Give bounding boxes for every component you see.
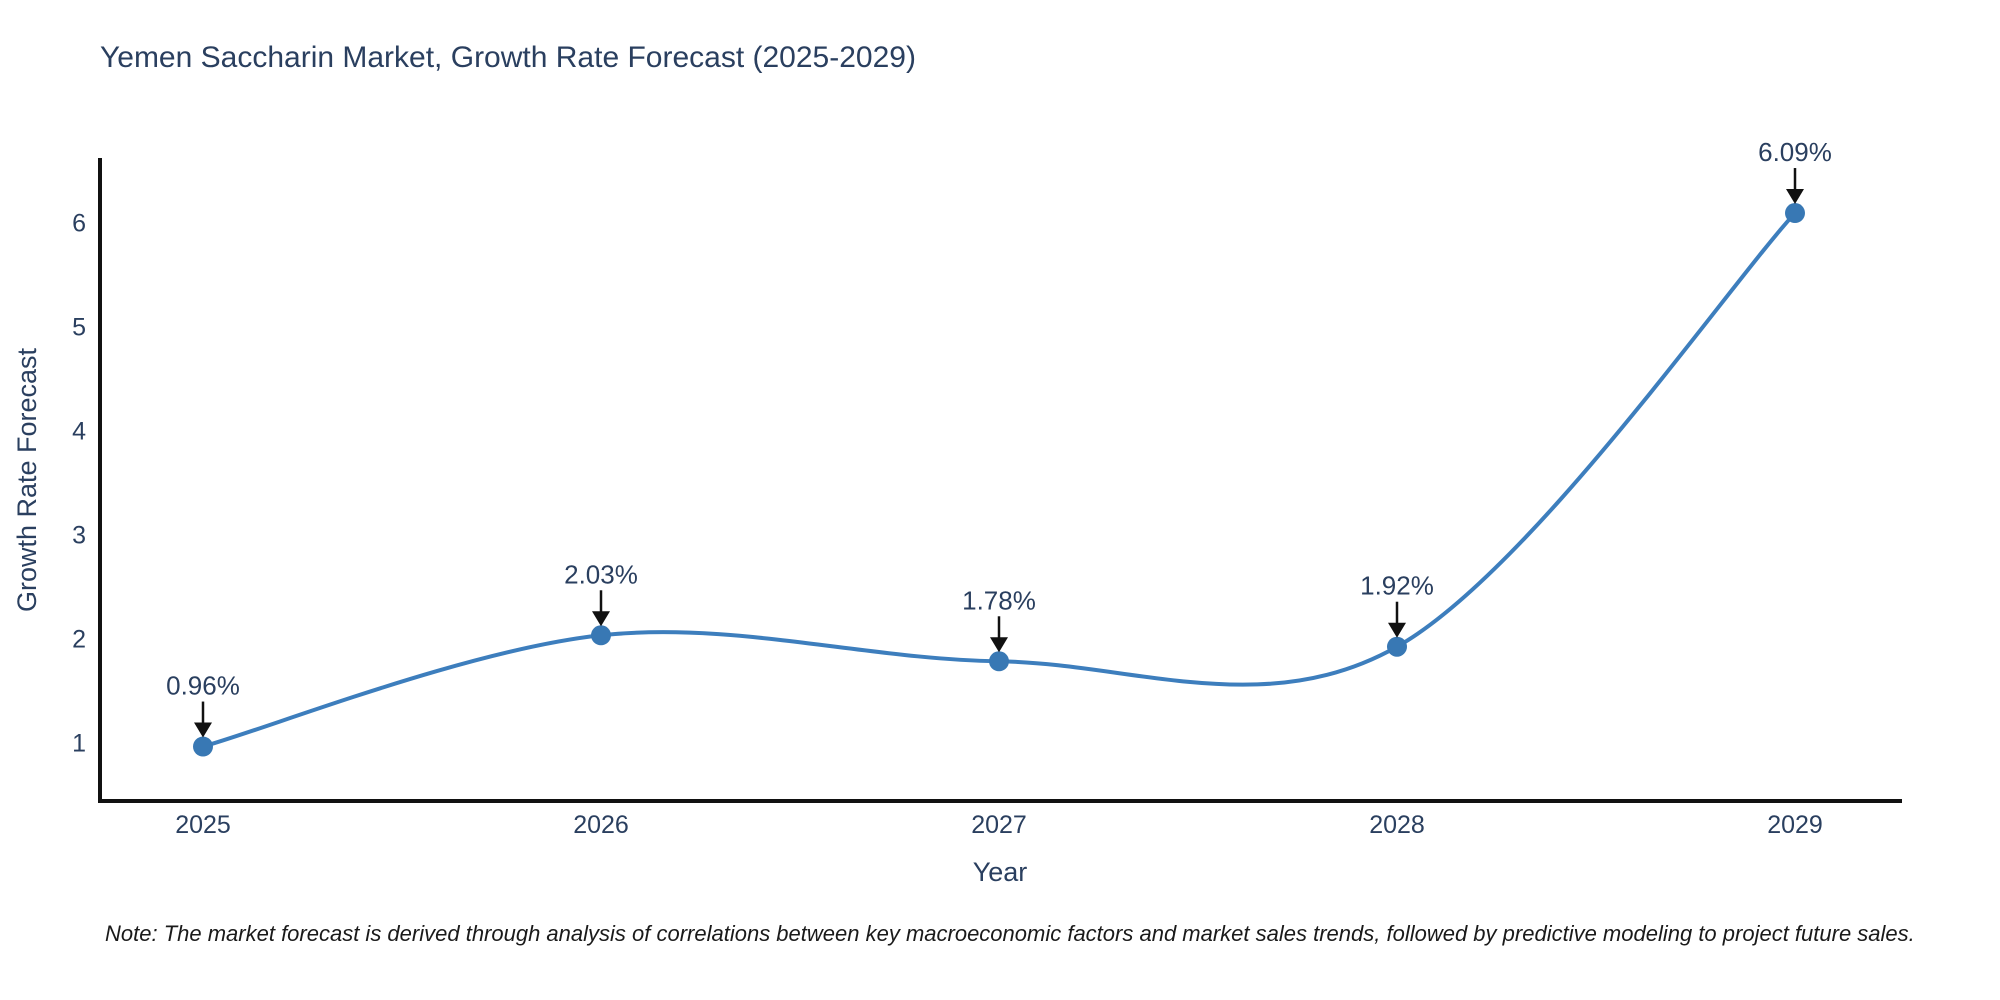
axis-frame [98, 158, 1902, 803]
data-point-marker [1387, 636, 1407, 657]
point-annotation-label: 0.96% [166, 671, 240, 701]
annotations-group: 0.96% 2.03% 1.78% 1.92% 6.09% [166, 137, 1832, 738]
footnote: Note: The market forecast is derived thr… [105, 921, 1915, 946]
y-axis-title: Growth Rate Forecast [12, 347, 42, 612]
chart-title: Yemen Saccharin Market, Growth Rate Fore… [100, 41, 916, 74]
y-tick-labels: 1 2 3 4 5 6 [72, 209, 86, 757]
point-annotation-label: 1.78% [962, 585, 1036, 615]
series-line [201, 211, 1797, 749]
x-tick-labels: 2025 2026 2027 2028 2029 [175, 811, 1823, 839]
data-point-marker [193, 736, 213, 757]
point-annotation: 6.09% [1758, 137, 1832, 205]
x-tick-label: 2025 [175, 811, 231, 839]
annotation-arrow-head [194, 722, 212, 738]
x-axis-title: Year [973, 857, 1028, 887]
point-annotation: 2.03% [564, 559, 638, 627]
y-tick-label: 2 [72, 625, 86, 653]
y-tick-label: 1 [72, 729, 86, 757]
point-annotation-label: 6.09% [1758, 137, 1832, 167]
x-tick-label: 2026 [573, 811, 629, 839]
x-tick-label: 2029 [1767, 811, 1823, 839]
point-annotation: 0.96% [166, 671, 240, 738]
annotation-arrow-head [1388, 622, 1406, 638]
point-annotation-label: 1.92% [1360, 571, 1434, 601]
y-tick-label: 4 [72, 417, 86, 445]
series-line-group [201, 211, 1797, 749]
data-point-marker [591, 625, 611, 646]
y-tick-label: 6 [72, 209, 86, 237]
markers-group [193, 203, 1805, 757]
annotation-arrow-head [990, 637, 1008, 653]
point-annotation: 1.78% [962, 585, 1036, 653]
point-annotation-label: 2.03% [564, 559, 638, 589]
y-tick-label: 5 [72, 313, 86, 341]
x-tick-label: 2027 [971, 811, 1027, 839]
x-tick-label: 2028 [1369, 811, 1425, 839]
annotation-arrow-head [592, 611, 610, 627]
annotation-arrow-head [1786, 189, 1804, 205]
data-point-marker [1785, 203, 1805, 224]
point-annotation: 1.92% [1360, 571, 1434, 638]
data-point-marker [989, 651, 1009, 672]
y-tick-label: 3 [72, 521, 86, 549]
